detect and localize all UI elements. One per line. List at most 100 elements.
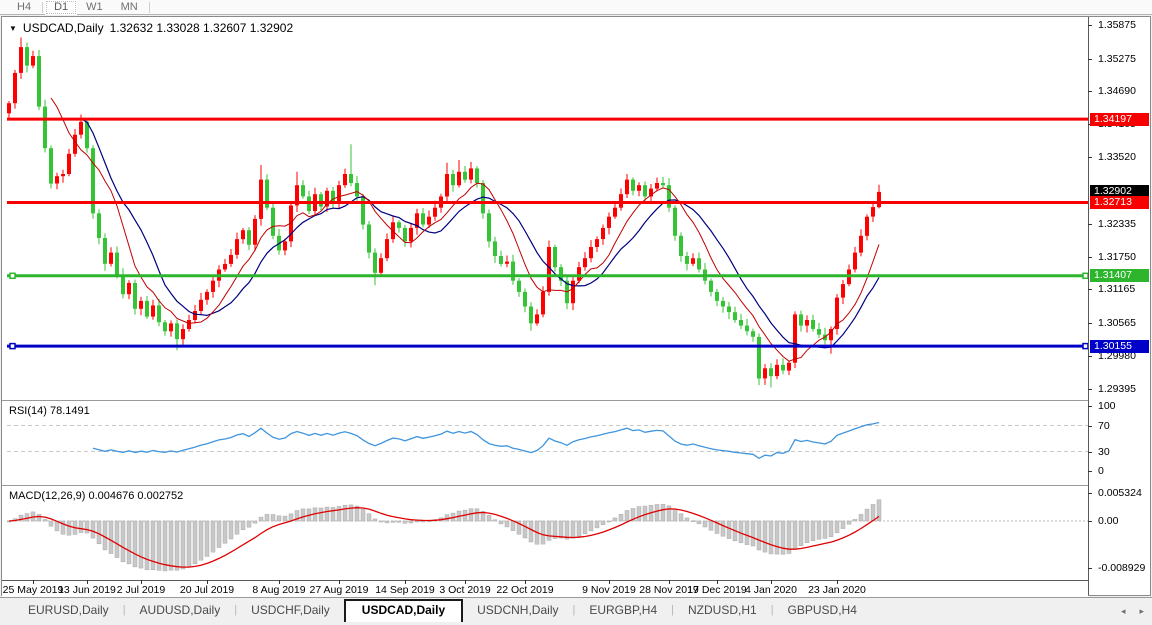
candle-body	[283, 241, 287, 251]
macd-histogram-bar	[474, 508, 480, 522]
rsi-indicator-canvas[interactable]	[7, 402, 1089, 484]
candle-body	[367, 224, 371, 253]
macd-histogram-bar	[840, 520, 846, 529]
macd-histogram-bar	[570, 520, 576, 539]
candle-body	[229, 254, 233, 264]
macd-histogram-bar	[480, 511, 486, 522]
macd-histogram-bar	[168, 520, 174, 571]
candle-body	[127, 283, 131, 295]
candle-body	[601, 227, 605, 240]
time-axis[interactable]: 25 May 2019 13 Jun 2019 2 Jul 2019 20 Jul 2…	[2, 580, 1088, 597]
macd-histogram-bar	[786, 520, 792, 554]
macd-label: MACD(12,26,9) 0.004676 0.002752	[9, 490, 184, 502]
chart-tab-eurusd[interactable]: EURUSD,Daily	[28, 603, 109, 617]
candle-body	[457, 171, 461, 186]
macd-histogram-bar	[114, 520, 120, 558]
macd-histogram-bar	[222, 520, 228, 544]
macd-histogram-bar	[18, 514, 24, 522]
collapse-chart-icon[interactable]: ▼	[9, 23, 17, 33]
macd-histogram-bar	[654, 504, 660, 522]
candle-body	[175, 323, 179, 340]
time-axis-tick	[405, 580, 406, 584]
macd-histogram-bar	[420, 520, 426, 523]
candle-body	[709, 280, 713, 292]
time-axis-label: 13 Jun 2019	[58, 584, 116, 596]
price-axis-label: 1.31750	[1098, 251, 1136, 263]
candle-body	[877, 191, 881, 208]
candle-body	[493, 241, 497, 256]
candle-body	[727, 306, 731, 313]
line-handle[interactable]	[9, 272, 16, 280]
macd-histogram-bar	[240, 520, 246, 530]
pane-separator[interactable]	[2, 485, 1150, 486]
pane-separator[interactable]	[2, 400, 1150, 401]
chart-tab-usdchf[interactable]: USDCHF,Daily	[251, 603, 330, 617]
time-axis-tick	[207, 580, 208, 584]
chart-tab-usdcad[interactable]: USDCAD,Daily	[343, 599, 464, 622]
candle-body	[43, 106, 47, 149]
candle-body	[103, 238, 107, 264]
candle-body	[109, 252, 113, 264]
rsi-axis-tick	[1088, 406, 1092, 407]
candle-body	[667, 185, 671, 208]
candle-body	[583, 258, 587, 268]
macd-histogram-bar	[402, 520, 408, 524]
price-chart-canvas[interactable]	[7, 19, 1089, 400]
chart-tab-usdcnh[interactable]: USDCNH,Daily	[477, 603, 559, 617]
macd-histogram-bar	[684, 517, 690, 522]
macd-indicator-canvas[interactable]	[7, 487, 1089, 579]
macd-histogram-bar	[540, 520, 546, 545]
candle-body	[763, 368, 767, 379]
timeframe-button-mn[interactable]: MN	[120, 0, 138, 13]
chart-symbol-period: USDCAD,Daily	[22, 21, 104, 35]
chart-tab-nzdusd[interactable]: NZDUSD,H1	[688, 603, 757, 617]
chart-tab-gbpusd[interactable]: GBPUSD,H4	[787, 603, 857, 617]
macd-histogram-bar	[468, 508, 474, 522]
line-handle[interactable]	[9, 342, 16, 350]
macd-histogram-bar	[348, 504, 354, 522]
macd-histogram-bar	[492, 519, 498, 522]
candle-body	[7, 103, 11, 114]
macd-histogram-bar	[120, 520, 126, 563]
candle-body	[757, 336, 761, 379]
candle-body	[19, 47, 23, 73]
timeframe-button-w1[interactable]: W1	[86, 0, 103, 13]
price-axis[interactable]: 1.358751.352751.346901.341051.335201.323…	[1088, 17, 1150, 595]
macd-histogram-bar	[768, 520, 774, 555]
macd-histogram-bar	[324, 506, 330, 522]
macd-histogram-bar	[510, 520, 516, 531]
macd-histogram-bar	[108, 520, 114, 554]
candle-body	[529, 306, 533, 324]
rsi-axis-label: 100	[1098, 400, 1116, 412]
macd-histogram-bar	[330, 507, 336, 522]
macd-histogram-bar	[756, 520, 762, 551]
macd-histogram-bar	[66, 520, 72, 536]
chart-tab-audusd[interactable]: AUDUSD,Daily	[139, 603, 221, 617]
macd-histogram-bar	[762, 520, 768, 553]
macd-histogram-bar	[102, 520, 108, 551]
macd-histogram-bar	[804, 520, 810, 543]
macd-histogram-bar	[876, 499, 882, 522]
macd-axis-label: -0.008929	[1098, 562, 1146, 574]
macd-histogram-bar	[696, 520, 702, 525]
candle-body	[499, 256, 503, 264]
macd-histogram-bar	[138, 520, 144, 569]
price-axis-tick	[1088, 289, 1092, 290]
tab-scroll-left-icon[interactable]: ◂	[1120, 606, 1126, 616]
candle-body	[85, 121, 89, 149]
candle-body	[859, 235, 863, 253]
timeframe-button-h4[interactable]: H4	[17, 0, 32, 13]
candle-body	[385, 239, 389, 259]
candle-body	[31, 56, 35, 66]
price-axis-tick	[1088, 257, 1092, 258]
candle-body	[517, 280, 521, 292]
timeframe-button-d1[interactable]: D1	[45, 0, 78, 15]
candle-body	[691, 258, 695, 264]
price-axis-label: 1.34690	[1098, 85, 1136, 97]
macd-histogram-bar	[630, 508, 636, 522]
macd-histogram-bar	[144, 520, 150, 571]
chart-tab-eurgbp[interactable]: EURGBP,H4	[589, 603, 658, 617]
macd-histogram-bar	[192, 520, 198, 565]
candle-body	[187, 320, 191, 329]
tab-scroll-right-icon[interactable]: ▸	[1139, 606, 1144, 616]
